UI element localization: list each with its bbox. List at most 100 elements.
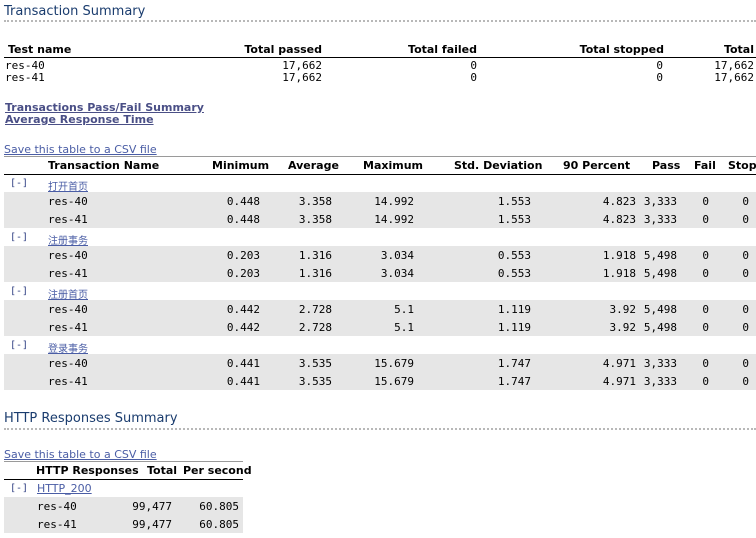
cell-average: 3.535 <box>298 357 332 370</box>
cell-minimum: 0.203 <box>226 267 260 280</box>
col-header-http-responses: HTTP Responses <box>36 464 139 477</box>
col-header-per-second: Per second <box>183 464 252 477</box>
cell-total: 99,477 <box>132 500 172 513</box>
cell-minimum: 0.448 <box>226 195 260 208</box>
cell-maximum: 5.1 <box>394 303 414 316</box>
col-header-std-deviation: Std. Deviation <box>454 159 543 172</box>
cell-average: 2.728 <box>298 321 332 334</box>
col-header-total-passed: Total passed <box>244 43 322 56</box>
cell-90-percent: 4.971 <box>602 375 636 388</box>
cell-90-percent: 1.918 <box>602 249 636 262</box>
collapse-toggle[interactable]: [-] <box>10 483 29 494</box>
group-rows-background <box>4 246 756 282</box>
cell-pass: 5,498 <box>643 321 677 334</box>
pass-fail-summary-link[interactable]: Transactions Pass/Fail Summary <box>5 101 204 114</box>
cell-minimum: 0.203 <box>226 249 260 262</box>
transaction-group-name[interactable]: 打开首页 <box>48 182 88 193</box>
cell-std-deviation: 1.119 <box>497 303 531 316</box>
collapse-toggle[interactable]: [-] <box>10 286 29 297</box>
collapse-toggle[interactable]: [-] <box>10 232 29 243</box>
cell-total: 17,662 <box>714 59 754 72</box>
save-csv-link[interactable]: Save this table to a CSV file <box>4 143 157 156</box>
cell-average: 3.358 <box>298 213 332 226</box>
cell-total: 99,477 <box>132 518 172 531</box>
collapse-toggle[interactable]: [-] <box>10 178 29 189</box>
cell-average: 1.316 <box>298 249 332 262</box>
cell-90-percent: 4.823 <box>602 213 636 226</box>
http-summary-title: HTTP Responses Summary <box>4 411 178 426</box>
cell-transaction-name: res-41 <box>48 375 88 388</box>
title-divider <box>4 20 756 22</box>
group-rows-background <box>4 354 756 390</box>
transaction-group-name[interactable]: 注册首页 <box>48 290 88 301</box>
cell-std-deviation: 1.553 <box>497 213 531 226</box>
cell-stop: 0 <box>742 357 749 370</box>
cell-fail: 0 <box>702 195 709 208</box>
cell-average: 3.358 <box>298 195 332 208</box>
cell-stop: 0 <box>742 195 749 208</box>
average-response-time-link[interactable]: Average Response Time <box>5 113 154 126</box>
cell-total-passed: 17,662 <box>282 59 322 72</box>
cell-maximum: 5.1 <box>394 321 414 334</box>
cell-pass: 5,498 <box>643 303 677 316</box>
cell-test-name: res-41 <box>5 71 45 84</box>
cell-std-deviation: 1.747 <box>497 357 531 370</box>
col-header-test-name: Test name <box>8 43 72 56</box>
transaction-group-name[interactable]: 注册事务 <box>48 236 88 247</box>
cell-http-responses: res-40 <box>37 500 77 513</box>
cell-minimum: 0.448 <box>226 213 260 226</box>
cell-transaction-name: res-40 <box>48 303 88 316</box>
cell-fail: 0 <box>702 303 709 316</box>
cell-total-stopped: 0 <box>656 59 663 72</box>
cell-transaction-name: res-40 <box>48 249 88 262</box>
transaction-summary-title: Transaction Summary <box>4 4 146 19</box>
col-header-total-stopped: Total stopped <box>579 43 664 56</box>
col-header-fail: Fail <box>694 159 716 172</box>
header-rule <box>4 174 756 175</box>
cell-total-stopped: 0 <box>656 71 663 84</box>
cell-average: 3.535 <box>298 375 332 388</box>
cell-maximum: 14.992 <box>374 213 414 226</box>
cell-pass: 5,498 <box>643 249 677 262</box>
cell-total-failed: 0 <box>470 59 477 72</box>
cell-test-name: res-40 <box>5 59 45 72</box>
cell-minimum: 0.442 <box>226 321 260 334</box>
collapse-toggle[interactable]: [-] <box>10 340 29 351</box>
cell-maximum: 3.034 <box>380 249 414 262</box>
cell-total: 17,662 <box>714 71 754 84</box>
col-header-total: Total <box>723 43 754 56</box>
http-group-name[interactable]: HTTP_200 <box>37 482 92 495</box>
col-header-minimum: Minimum <box>212 159 270 172</box>
cell-std-deviation: 1.119 <box>497 321 531 334</box>
cell-per-second: 60.805 <box>199 518 239 531</box>
group-rows-background <box>4 192 756 228</box>
cell-stop: 0 <box>742 321 749 334</box>
title-divider <box>4 428 756 430</box>
cell-fail: 0 <box>702 267 709 280</box>
cell-minimum: 0.441 <box>226 375 260 388</box>
col-header-90-percent: 90 Percent <box>563 159 631 172</box>
cell-fail: 0 <box>702 357 709 370</box>
cell-90-percent: 4.823 <box>602 195 636 208</box>
table-top-rule <box>4 461 243 462</box>
cell-stop: 0 <box>742 249 749 262</box>
col-header-stop: Stop <box>728 159 756 172</box>
cell-minimum: 0.442 <box>226 303 260 316</box>
col-header-total-failed: Total failed <box>408 43 477 56</box>
cell-std-deviation: 0.553 <box>497 267 531 280</box>
table-top-rule <box>4 156 756 157</box>
header-rule <box>4 57 756 58</box>
cell-maximum: 3.034 <box>380 267 414 280</box>
cell-90-percent: 3.92 <box>609 303 637 316</box>
cell-90-percent: 1.918 <box>602 267 636 280</box>
col-header-pass: Pass <box>652 159 681 172</box>
group-rows-background <box>4 497 243 533</box>
save-csv-link[interactable]: Save this table to a CSV file <box>4 448 157 461</box>
cell-transaction-name: res-41 <box>48 213 88 226</box>
cell-pass: 3,333 <box>643 195 677 208</box>
cell-maximum: 14.992 <box>374 195 414 208</box>
transaction-group-name[interactable]: 登录事务 <box>48 344 88 355</box>
cell-pass: 3,333 <box>643 213 677 226</box>
cell-fail: 0 <box>702 321 709 334</box>
cell-transaction-name: res-41 <box>48 321 88 334</box>
